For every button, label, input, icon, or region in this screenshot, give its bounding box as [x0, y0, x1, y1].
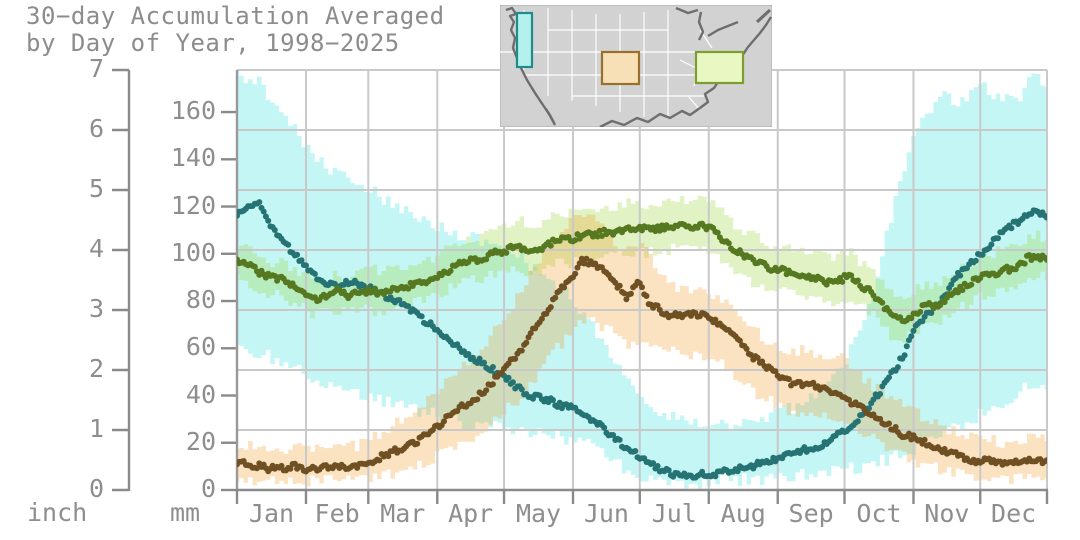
region-box-east [694, 50, 745, 85]
mm-tick-label: 0 [200, 474, 216, 503]
mm-tick-label: 80 [185, 285, 216, 315]
chart-title-line1: 30−day Accumulation Averaged [26, 2, 445, 30]
axes [112, 68, 1049, 504]
inch-tick-label: 5 [88, 174, 104, 203]
month-label: Feb [314, 499, 360, 528]
month-label: Aug [720, 499, 766, 528]
inch-tick-label: 1 [88, 414, 104, 443]
inch-tick-label: 7 [88, 54, 104, 83]
inch-tick-label: 6 [88, 114, 104, 143]
month-label: Sep [788, 499, 834, 528]
region-box-central-plains [600, 50, 641, 86]
inch-tick-label: 4 [88, 234, 104, 263]
us-map-inset [500, 5, 772, 127]
baja-gulf-line [544, 108, 557, 126]
month-label: Mar [380, 499, 426, 528]
mm-tick-label: 20 [185, 426, 216, 456]
month-label: Oct [856, 499, 902, 528]
mm-tick-label: 100 [170, 237, 216, 267]
mm-tick-label: 60 [185, 332, 216, 362]
month-label: Jun [583, 499, 629, 528]
mm-axis-unit-label: mm [170, 498, 201, 527]
month-label: Apr [448, 499, 494, 528]
region-box-west-coast [515, 11, 534, 69]
month-label: Nov [924, 499, 970, 528]
inch-axis-unit-label: inch [27, 498, 88, 527]
series-dots [237, 199, 1047, 481]
mm-tick-label: 120 [170, 190, 216, 220]
inch-tick-label: 3 [88, 294, 104, 323]
month-label: Dec [991, 499, 1037, 528]
inch-tick-label: 0 [88, 474, 104, 503]
month-label: Jul [651, 499, 697, 528]
region-boxes [515, 11, 745, 86]
mm-tick-label: 40 [185, 379, 216, 409]
inch-tick-label: 2 [88, 354, 104, 383]
west-coastline [505, 6, 556, 124]
northeast-coast-stroke [755, 8, 772, 24]
gulf-coastline [599, 107, 701, 127]
month-label: May [515, 499, 562, 528]
lake-erie-ontario-outline [707, 20, 739, 38]
month-label: Jan [248, 499, 295, 528]
lake-superior-outline [675, 6, 699, 15]
mm-tick-label: 140 [170, 143, 216, 173]
lake-michigan-outline [697, 11, 705, 41]
chart-title-line2: by Day of Year, 1998−2025 [26, 29, 400, 57]
mm-tick-label: 160 [170, 96, 216, 126]
